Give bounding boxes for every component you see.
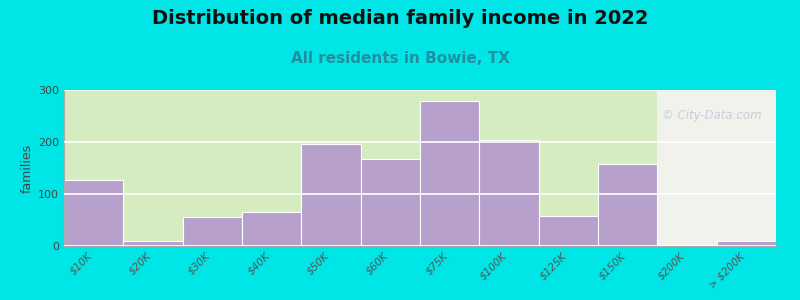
Bar xyxy=(182,218,242,246)
Bar xyxy=(64,90,658,246)
Text: All residents in Bowie, TX: All residents in Bowie, TX xyxy=(290,51,510,66)
Bar xyxy=(658,90,800,246)
Bar xyxy=(717,241,776,246)
Bar xyxy=(538,216,598,246)
Bar xyxy=(123,241,182,246)
Bar xyxy=(598,164,658,246)
Bar xyxy=(479,140,538,246)
Y-axis label: families: families xyxy=(21,143,34,193)
Bar xyxy=(361,159,420,246)
Bar xyxy=(302,144,361,246)
Bar xyxy=(242,212,302,246)
Bar xyxy=(420,101,479,246)
Text: © City-Data.com: © City-Data.com xyxy=(662,109,762,122)
Text: Distribution of median family income in 2022: Distribution of median family income in … xyxy=(152,9,648,28)
Bar xyxy=(64,180,123,246)
